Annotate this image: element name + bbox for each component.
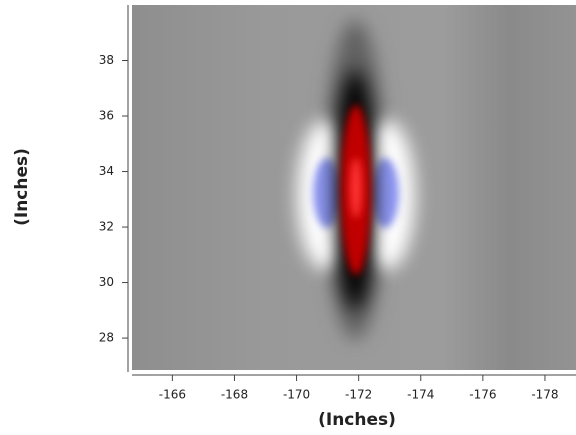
x-tick-label: -176 bbox=[469, 388, 496, 402]
y-tick-label: 32 bbox=[99, 220, 114, 234]
y-tick-label: 34 bbox=[99, 164, 114, 178]
y-tick-label: 36 bbox=[99, 109, 114, 123]
y-tick-label: 38 bbox=[99, 53, 114, 67]
y-tick-label: 30 bbox=[99, 275, 114, 289]
x-tick-label: -170 bbox=[283, 388, 310, 402]
x-axis-title: (Inches) bbox=[318, 410, 396, 430]
y-axis-title: (Inches) bbox=[12, 148, 32, 226]
x-tick-label: -168 bbox=[221, 388, 248, 402]
x-tick-label: -178 bbox=[531, 388, 558, 402]
x-tick-label: -166 bbox=[159, 388, 186, 402]
heatmap-image bbox=[132, 5, 576, 370]
x-tick-label: -174 bbox=[407, 388, 434, 402]
y-tick-label: 28 bbox=[99, 331, 114, 345]
x-tick-label: -172 bbox=[345, 388, 372, 402]
